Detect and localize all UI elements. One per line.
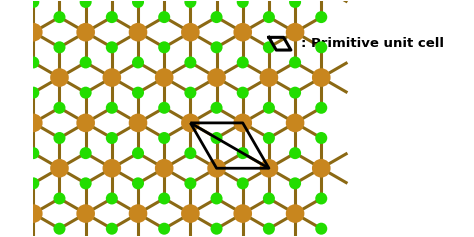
Text: : Primitive unit cell: : Primitive unit cell: [301, 37, 444, 50]
Point: [55, 196, 63, 200]
Point: [55, 15, 63, 19]
Point: [29, 121, 37, 125]
Point: [318, 227, 325, 231]
Point: [160, 136, 168, 140]
Point: [55, 106, 63, 110]
Point: [239, 30, 246, 34]
Point: [82, 60, 90, 64]
Point: [292, 182, 299, 185]
Point: [187, 30, 194, 34]
Point: [213, 15, 220, 19]
Point: [239, 151, 246, 155]
Point: [187, 151, 194, 155]
Point: [318, 196, 325, 200]
Point: [213, 136, 220, 140]
Point: [55, 227, 63, 231]
Point: [213, 196, 220, 200]
Point: [55, 166, 63, 170]
Point: [187, 212, 194, 215]
Point: [160, 196, 168, 200]
Point: [108, 76, 116, 79]
Point: [213, 106, 220, 110]
Point: [265, 166, 273, 170]
Point: [239, 60, 246, 64]
Point: [292, 212, 299, 215]
Point: [187, 0, 194, 4]
Point: [29, 60, 37, 64]
Point: [29, 91, 37, 95]
Point: [265, 106, 273, 110]
Point: [292, 0, 299, 4]
Point: [108, 196, 116, 200]
Point: [29, 212, 37, 215]
Point: [265, 196, 273, 200]
Point: [265, 46, 273, 49]
Point: [29, 0, 37, 4]
Point: [239, 212, 246, 215]
Point: [213, 166, 220, 170]
Point: [82, 0, 90, 4]
Point: [292, 151, 299, 155]
Point: [318, 166, 325, 170]
Point: [82, 30, 90, 34]
Point: [318, 15, 325, 19]
Point: [108, 136, 116, 140]
Point: [213, 46, 220, 49]
Point: [82, 151, 90, 155]
Point: [187, 91, 194, 95]
Point: [134, 0, 142, 4]
Point: [134, 151, 142, 155]
Point: [160, 106, 168, 110]
Point: [160, 76, 168, 79]
Point: [134, 212, 142, 215]
Point: [134, 30, 142, 34]
Point: [265, 15, 273, 19]
Point: [108, 166, 116, 170]
Point: [187, 182, 194, 185]
Point: [82, 91, 90, 95]
Point: [82, 182, 90, 185]
Point: [160, 15, 168, 19]
Point: [108, 106, 116, 110]
Point: [292, 60, 299, 64]
Point: [29, 30, 37, 34]
Point: [82, 212, 90, 215]
Point: [134, 121, 142, 125]
Point: [55, 46, 63, 49]
Point: [265, 76, 273, 79]
Point: [239, 182, 246, 185]
Point: [239, 121, 246, 125]
Point: [160, 166, 168, 170]
Point: [134, 91, 142, 95]
Point: [239, 0, 246, 4]
Point: [55, 76, 63, 79]
Point: [318, 76, 325, 79]
Point: [239, 91, 246, 95]
Point: [292, 30, 299, 34]
Point: [187, 121, 194, 125]
Point: [160, 227, 168, 231]
Point: [318, 106, 325, 110]
Point: [265, 227, 273, 231]
Point: [265, 136, 273, 140]
Point: [318, 46, 325, 49]
Point: [108, 15, 116, 19]
Point: [108, 46, 116, 49]
Point: [187, 60, 194, 64]
Point: [82, 121, 90, 125]
Point: [29, 151, 37, 155]
Point: [292, 91, 299, 95]
Point: [213, 227, 220, 231]
Point: [134, 182, 142, 185]
Point: [55, 136, 63, 140]
Point: [29, 182, 37, 185]
Point: [160, 46, 168, 49]
Point: [213, 76, 220, 79]
Point: [318, 136, 325, 140]
Point: [134, 60, 142, 64]
Point: [292, 121, 299, 125]
Point: [108, 227, 116, 231]
